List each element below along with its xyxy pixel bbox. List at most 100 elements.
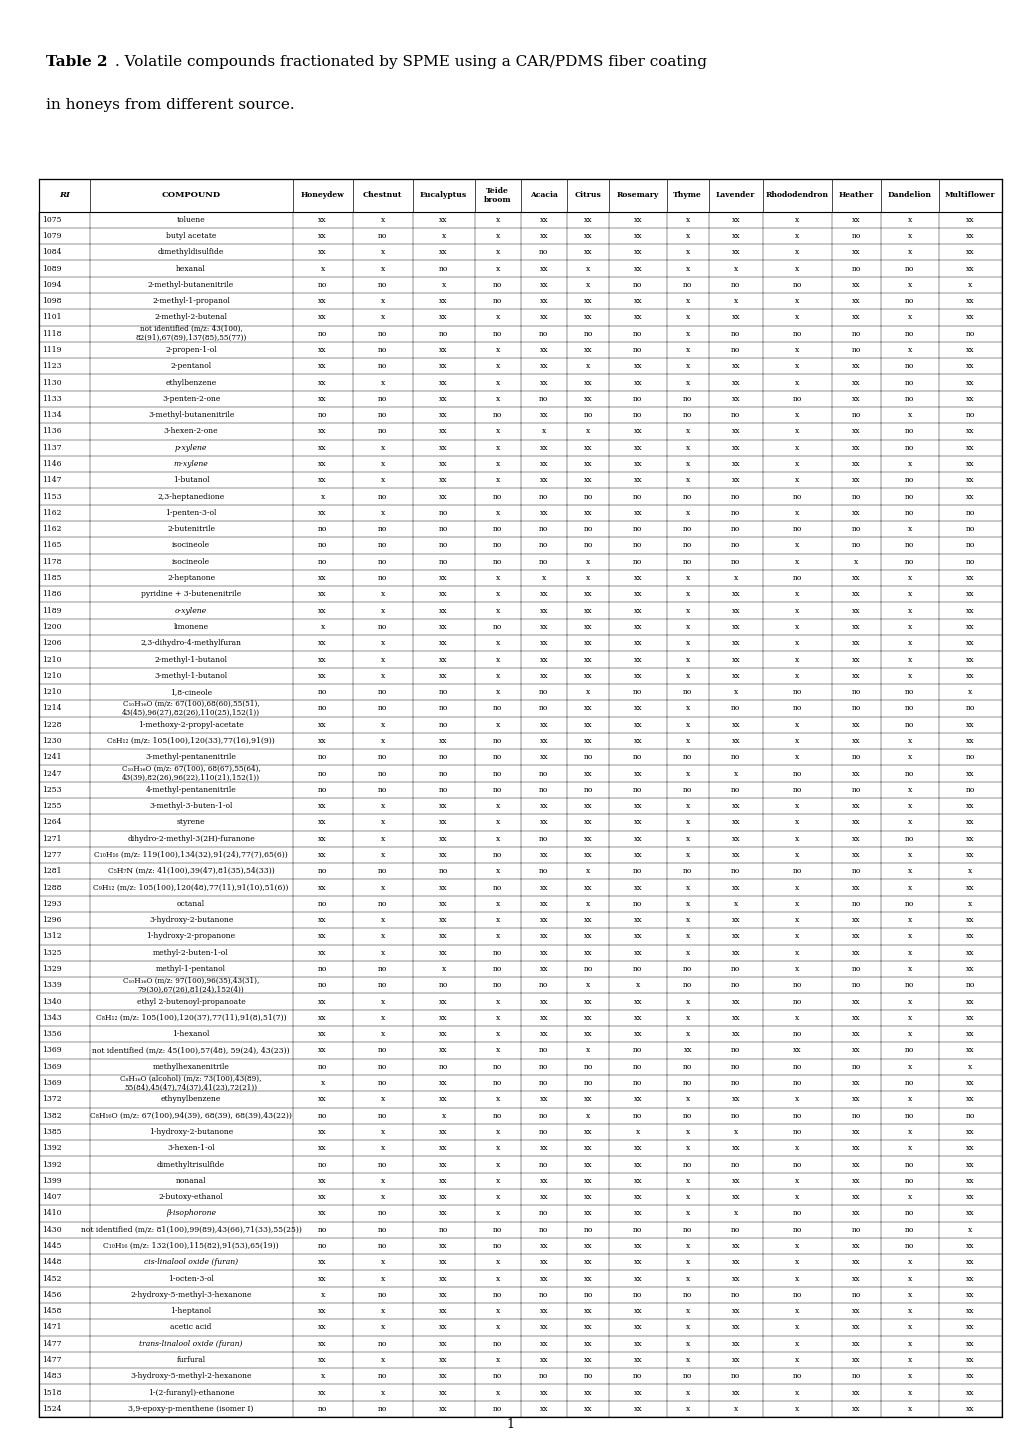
Text: xx: xx xyxy=(583,737,592,745)
Text: xx: xx xyxy=(731,834,740,843)
Text: xx: xx xyxy=(539,378,547,387)
Text: x: x xyxy=(495,460,499,468)
Text: x: x xyxy=(794,1339,799,1348)
Text: x: x xyxy=(907,606,911,615)
Text: xx: xx xyxy=(633,720,642,729)
Text: x: x xyxy=(685,1209,689,1218)
Text: xx: xx xyxy=(439,215,447,224)
Text: xx: xx xyxy=(633,476,642,485)
Text: x: x xyxy=(794,900,799,908)
Text: xx: xx xyxy=(965,378,973,387)
Text: methyl-1-pentanol: methyl-1-pentanol xyxy=(156,965,226,973)
Text: xx: xx xyxy=(318,1307,326,1315)
Text: xx: xx xyxy=(439,900,447,908)
Text: xx: xx xyxy=(851,378,860,387)
Text: no: no xyxy=(851,867,860,876)
Text: x: x xyxy=(320,1079,324,1087)
Text: xx: xx xyxy=(851,997,860,1006)
Text: xx: xx xyxy=(583,1307,592,1315)
Text: xx: xx xyxy=(851,297,860,304)
Text: 1255: 1255 xyxy=(42,802,61,810)
Text: xx: xx xyxy=(439,411,447,418)
Text: x: x xyxy=(907,215,911,224)
Text: no: no xyxy=(633,541,642,550)
Text: no: no xyxy=(904,541,914,550)
Text: no: no xyxy=(731,1160,740,1169)
Text: no: no xyxy=(378,281,387,289)
Text: no: no xyxy=(492,558,501,566)
Text: no: no xyxy=(731,346,740,354)
Text: no: no xyxy=(792,1128,801,1136)
Text: xx: xx xyxy=(633,313,642,322)
Text: xx: xx xyxy=(851,590,860,599)
Text: p-xylene: p-xylene xyxy=(174,444,207,452)
Text: xx: xx xyxy=(965,1405,973,1413)
Text: xx: xx xyxy=(583,460,592,468)
Text: xx: xx xyxy=(965,1046,973,1055)
Text: x: x xyxy=(733,1128,737,1136)
Text: x: x xyxy=(794,476,799,485)
Text: no: no xyxy=(318,525,327,532)
Text: xx: xx xyxy=(539,606,547,615)
Text: xx: xx xyxy=(539,883,547,892)
Text: no: no xyxy=(438,769,447,778)
Text: no: no xyxy=(904,558,914,566)
Text: x: x xyxy=(380,916,384,924)
Text: m-xylene: m-xylene xyxy=(173,460,208,468)
Text: no: no xyxy=(492,965,501,973)
Text: x: x xyxy=(907,1128,911,1136)
Text: no: no xyxy=(633,1372,642,1381)
Text: xx: xx xyxy=(965,606,973,615)
Text: no: no xyxy=(792,1111,801,1120)
Text: no: no xyxy=(492,1079,501,1087)
Text: 3-penten-2-one: 3-penten-2-one xyxy=(162,395,220,403)
Text: xx: xx xyxy=(439,1095,447,1104)
Text: no: no xyxy=(851,981,860,990)
Text: xx: xx xyxy=(965,232,973,240)
Text: 2-propen-1-ol: 2-propen-1-ol xyxy=(165,346,217,354)
Text: no: no xyxy=(538,786,548,794)
Text: xx: xx xyxy=(439,1046,447,1055)
Text: xx: xx xyxy=(633,1144,642,1152)
Text: no: no xyxy=(633,1225,642,1234)
Text: xx: xx xyxy=(583,1388,592,1397)
Text: xx: xx xyxy=(539,1274,547,1283)
Text: xx: xx xyxy=(318,1014,326,1022)
Text: no: no xyxy=(731,525,740,532)
Text: 1: 1 xyxy=(505,1418,514,1431)
Text: xx: xx xyxy=(851,1323,860,1332)
Text: Rhododendron: Rhododendron xyxy=(765,192,827,199)
Text: x: x xyxy=(380,1388,384,1397)
Text: x: x xyxy=(794,362,799,371)
Text: no: no xyxy=(583,1079,592,1087)
Text: x: x xyxy=(380,834,384,843)
Text: x: x xyxy=(967,688,971,696)
Text: xx: xx xyxy=(583,444,592,452)
Text: xx: xx xyxy=(439,460,447,468)
Text: xx: xx xyxy=(539,737,547,745)
Text: no: no xyxy=(583,492,592,501)
Text: xx: xx xyxy=(851,444,860,452)
Text: xx: xx xyxy=(851,1242,860,1250)
Text: xx: xx xyxy=(731,232,740,240)
Text: xx: xx xyxy=(851,1356,860,1364)
Text: 1293: 1293 xyxy=(42,900,61,908)
Text: x: x xyxy=(685,1095,689,1104)
Text: x: x xyxy=(685,948,689,957)
Text: xx: xx xyxy=(633,916,642,924)
Text: xx: xx xyxy=(633,248,642,257)
Text: xx: xx xyxy=(731,932,740,941)
Text: xx: xx xyxy=(439,1258,447,1267)
Text: xx: xx xyxy=(439,1291,447,1299)
Text: no: no xyxy=(492,1063,501,1071)
Text: no: no xyxy=(683,395,692,403)
Text: x: x xyxy=(380,297,384,304)
Text: no: no xyxy=(683,1079,692,1087)
Text: xx: xx xyxy=(965,297,973,304)
Text: xx: xx xyxy=(965,834,973,843)
Text: x: x xyxy=(685,215,689,224)
Text: xx: xx xyxy=(318,476,326,485)
Text: x: x xyxy=(794,753,799,762)
Text: x: x xyxy=(380,248,384,257)
Text: xx: xx xyxy=(851,1095,860,1104)
